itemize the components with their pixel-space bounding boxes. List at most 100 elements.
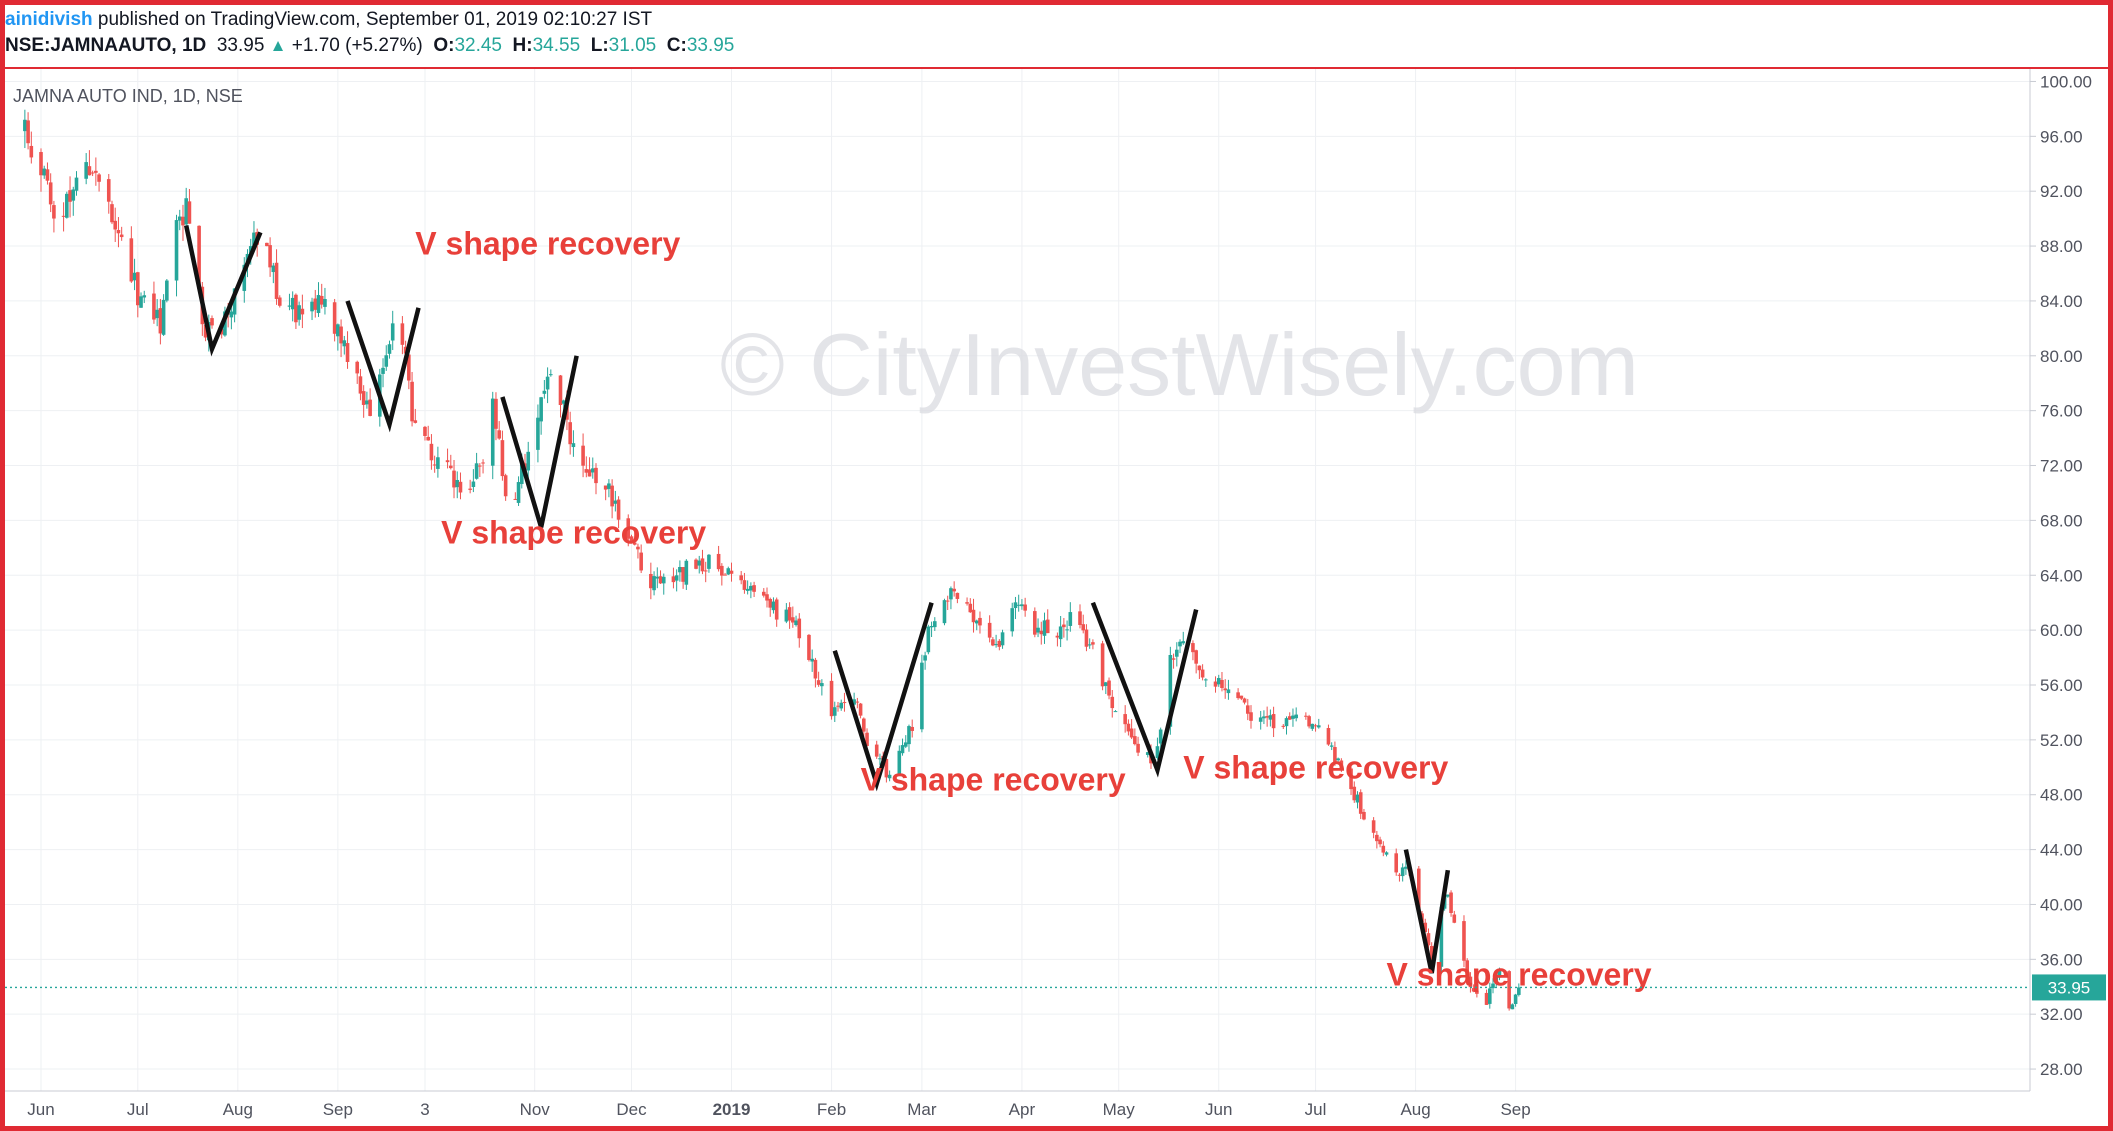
candle-body — [1226, 689, 1231, 694]
candle-body — [1333, 747, 1337, 763]
candle-body — [568, 422, 572, 445]
candle-body — [1271, 714, 1276, 729]
candle-body — [155, 309, 159, 319]
candle-body — [1426, 933, 1431, 946]
candle-body — [629, 536, 634, 544]
candle-body — [184, 198, 189, 225]
candle-body — [1078, 611, 1082, 625]
candle-body — [587, 469, 592, 477]
candle-body — [500, 440, 505, 477]
candle-body — [1404, 866, 1408, 869]
candle-body — [661, 576, 666, 584]
author-name[interactable]: ainidivish — [5, 9, 93, 30]
candle-body — [1197, 665, 1202, 671]
close-label: C: — [666, 35, 687, 56]
price-tick-label: 88.00 — [2040, 237, 2083, 256]
candle-body — [855, 701, 860, 703]
candle-body — [765, 594, 769, 601]
candle-body — [445, 460, 450, 463]
candle-body — [536, 417, 540, 450]
candle-body — [539, 397, 543, 422]
time-tick-label: Aug — [223, 1100, 253, 1119]
time-axis: Jun Jul Aug Sep 3 Nov Dec 2019 Feb Mar Apr May Jun Ju… — [27, 1100, 1530, 1119]
candle-body — [1168, 654, 1173, 727]
candle-body — [1100, 643, 1105, 687]
candle-body — [1036, 627, 1040, 633]
time-tick-label: Feb — [817, 1100, 846, 1119]
candle-body — [452, 470, 456, 488]
candle-body — [616, 499, 621, 520]
candle-body — [974, 620, 979, 624]
candle-body — [787, 607, 792, 621]
candle-body — [1491, 983, 1495, 989]
candle-body — [1439, 907, 1444, 967]
candle-body — [1023, 604, 1027, 611]
symbol-label: NSE:JAMNAAUTO, 1D — [5, 35, 207, 56]
candle-body — [1381, 845, 1386, 853]
candle-body — [907, 726, 911, 745]
candle-body — [45, 169, 50, 181]
candle-body — [878, 758, 882, 760]
candle-body — [513, 498, 518, 500]
candle-body — [1107, 680, 1111, 696]
candle-body — [1336, 758, 1340, 761]
candle-body — [1423, 922, 1428, 933]
candle-body — [807, 634, 811, 660]
price-axis: 100.00 96.00 92.00 88.00 84.00 80.00 76.00 72.0… — [2030, 72, 2092, 1079]
candle-body — [142, 295, 147, 298]
candle-body — [1384, 852, 1389, 855]
candle-body — [1316, 725, 1321, 728]
candle-body — [310, 301, 314, 312]
v-pattern-lines — [183, 225, 1451, 974]
candle-body — [503, 475, 508, 497]
last-price: 33.95 — [216, 35, 265, 56]
candle-body — [174, 220, 179, 281]
candle-body — [152, 293, 156, 320]
candle-body — [684, 560, 689, 585]
price-tick-label: 44.00 — [2040, 841, 2083, 860]
candle-body — [1513, 994, 1518, 1005]
candle-body — [1452, 914, 1457, 923]
candle-body — [268, 245, 272, 268]
candle-body — [1058, 626, 1063, 640]
candle-body — [1068, 612, 1073, 626]
candle-body — [994, 644, 998, 646]
price-tick-label: 76.00 — [2040, 402, 2083, 421]
candle-body — [700, 558, 705, 572]
candle-body — [910, 726, 915, 731]
time-tick-label: Sep — [1500, 1100, 1530, 1119]
candle-body — [1497, 970, 1502, 978]
candle-body — [448, 465, 453, 469]
candle-body — [519, 462, 524, 485]
candle-body — [319, 295, 324, 305]
candle-body — [1042, 620, 1047, 636]
candle-body — [381, 367, 385, 374]
candle-body — [1204, 679, 1208, 681]
candle-body — [526, 451, 531, 471]
candle-body — [1016, 604, 1021, 606]
candle-body — [110, 204, 114, 223]
candle-body — [716, 553, 721, 570]
candle-body — [639, 552, 643, 571]
time-tick-label: Jun — [27, 1100, 54, 1119]
time-tick-label: Jun — [1205, 1100, 1232, 1119]
candle-body — [65, 193, 69, 218]
candle-body — [971, 609, 976, 623]
last-price-label: 33.95 — [2048, 978, 2091, 997]
time-tick-label: Mar — [907, 1100, 937, 1119]
v-shape-annotation: V shape recovery — [441, 515, 706, 551]
candle-body — [474, 463, 479, 479]
time-tick-label: Nov — [520, 1100, 551, 1119]
candle-body — [884, 758, 889, 778]
candle-body — [1245, 705, 1250, 714]
candle-body — [813, 659, 818, 679]
candle-body — [1304, 715, 1308, 717]
candle-body — [1468, 976, 1473, 988]
candle-body — [900, 745, 905, 754]
candle-body — [1471, 988, 1476, 992]
candle-body — [658, 576, 663, 584]
price-tick-label: 96.00 — [2040, 127, 2083, 146]
candle-body — [1129, 728, 1134, 738]
candle-body — [652, 576, 656, 591]
publish-header: ainidivish published on TradingView.com,… — [5, 5, 2108, 69]
